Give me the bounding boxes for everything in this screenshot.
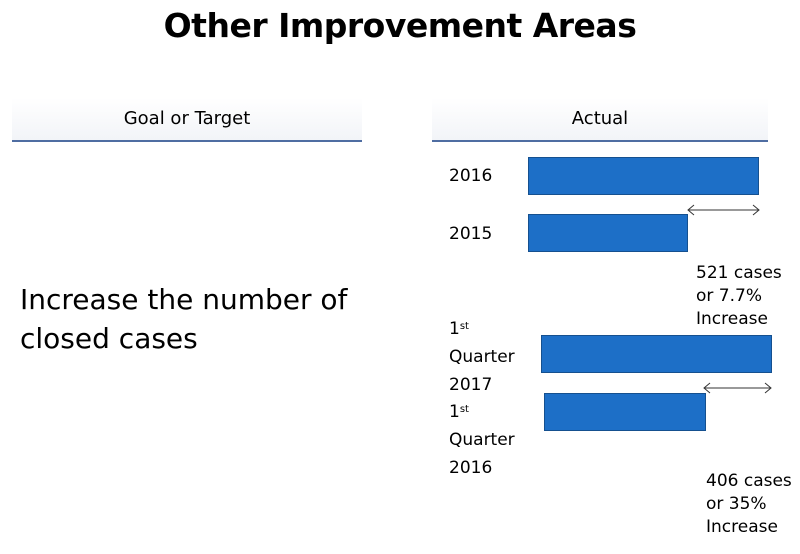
q2017-quarter-word: Quarter bbox=[449, 347, 515, 367]
annual-diff-line-1: 521 cases bbox=[696, 263, 782, 283]
q2016-year: 2016 bbox=[449, 458, 493, 478]
quarterly-diff-line-2: or 35% bbox=[706, 494, 767, 514]
quarterly-diff-line-3: Increase bbox=[706, 517, 778, 537]
bar-2016 bbox=[528, 157, 759, 195]
goal-header: Goal or Target bbox=[12, 98, 362, 142]
q2016-ordinal-suffix: st bbox=[459, 404, 469, 415]
year-2015-label: 2015 bbox=[449, 224, 493, 244]
q2017-ordinal-suffix: st bbox=[459, 321, 469, 332]
annual-difference-note: 521 cases or 7.7% Increase bbox=[696, 262, 782, 331]
q2017-year: 2017 bbox=[449, 375, 493, 395]
q2016-quarter-word: Quarter bbox=[449, 430, 515, 450]
actual-header: Actual bbox=[432, 98, 768, 142]
bar-2015 bbox=[528, 214, 688, 252]
slide-title: Other Improvement Areas bbox=[163, 6, 637, 45]
annual-diff-line-3: Increase bbox=[696, 309, 768, 329]
annual-diff-line-2: or 7.7% bbox=[696, 286, 762, 306]
q2017-ordinal: 1 bbox=[449, 319, 460, 339]
bar-q1-2016 bbox=[544, 393, 706, 431]
quarterly-difference-arrow bbox=[703, 382, 772, 394]
quarter-2017-label: 1st Quarter 2017 bbox=[449, 315, 515, 399]
bar-q1-2017 bbox=[541, 335, 772, 373]
quarterly-diff-line-1: 406 cases bbox=[706, 471, 792, 491]
year-2016-label: 2016 bbox=[449, 166, 493, 186]
quarter-2016-label: 1st Quarter 2016 bbox=[449, 398, 515, 482]
quarterly-difference-note: 406 cases or 35% Increase bbox=[706, 470, 792, 539]
q2016-ordinal: 1 bbox=[449, 402, 460, 422]
goal-text: Increase the number of closed cases bbox=[20, 283, 348, 355]
annual-difference-arrow bbox=[687, 204, 760, 216]
